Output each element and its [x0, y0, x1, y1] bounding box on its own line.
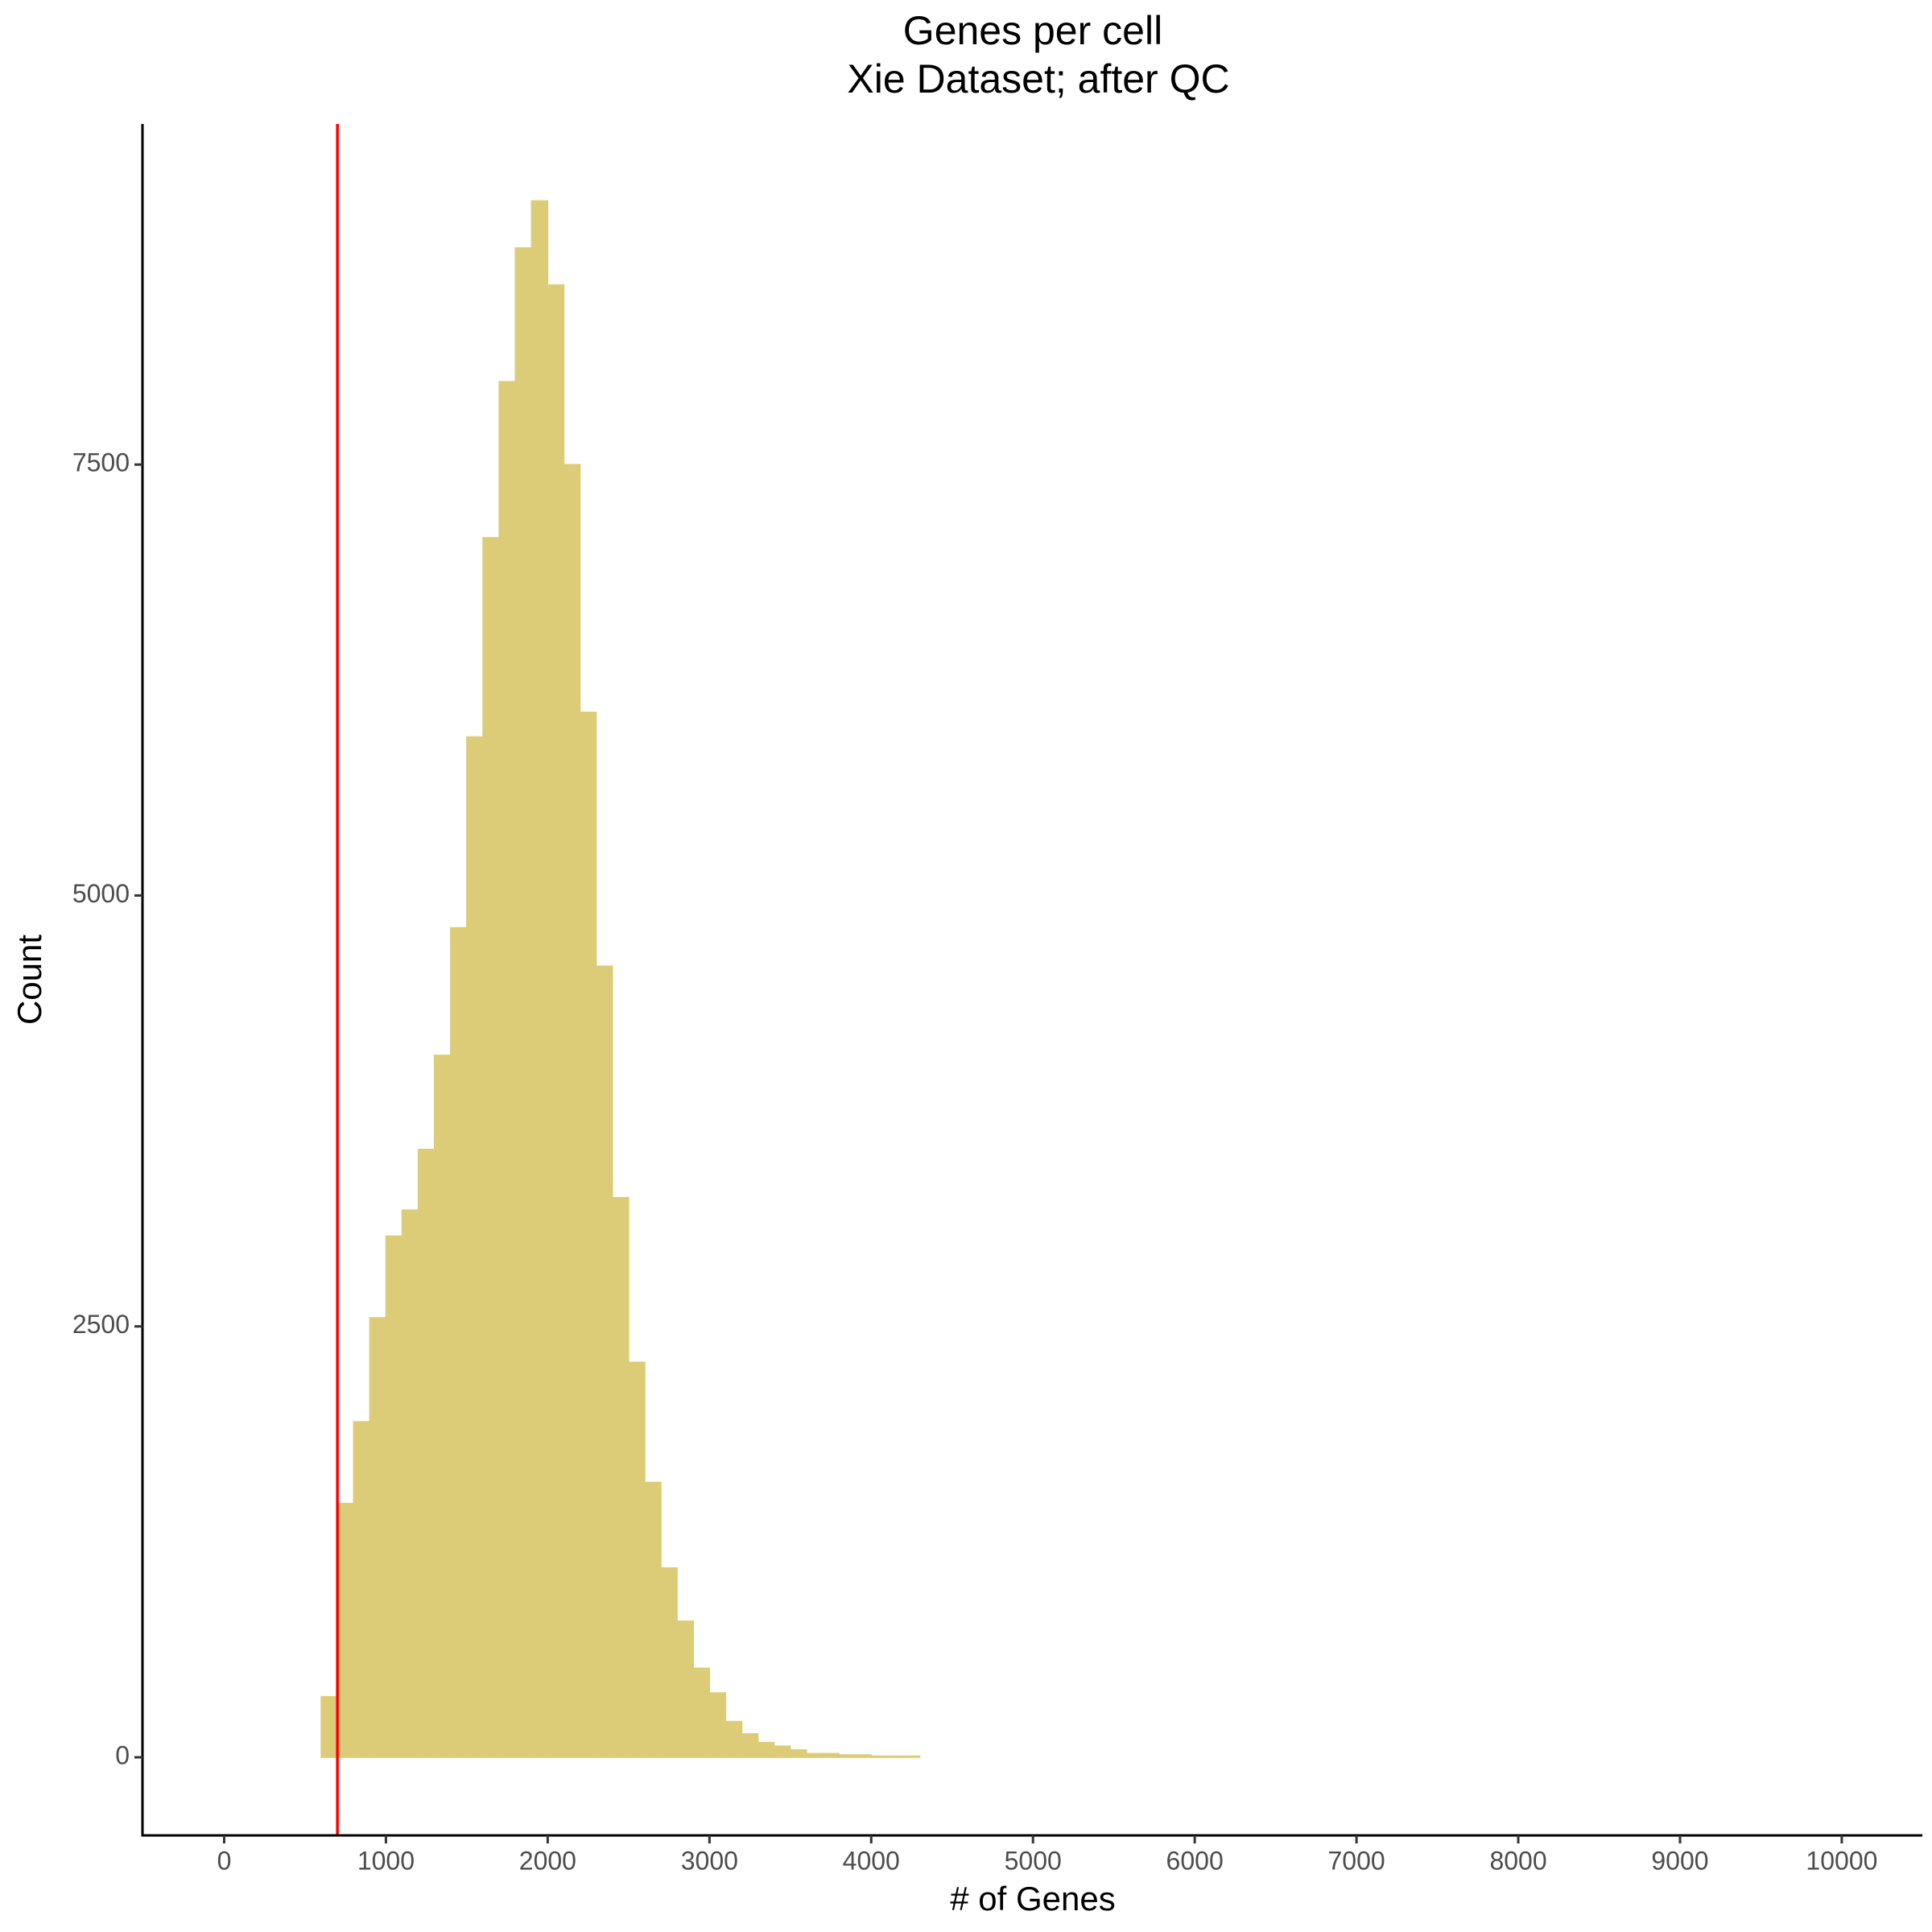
bar [757, 1741, 775, 1758]
bar [450, 927, 468, 1758]
bar [628, 1361, 646, 1758]
bar [644, 1481, 662, 1758]
x-tick-label: 4000 [843, 1846, 900, 1875]
x-tick-label: 2000 [519, 1846, 576, 1875]
bar [514, 247, 533, 1758]
bar [692, 1667, 711, 1758]
bar [660, 1567, 678, 1758]
bar [790, 1749, 807, 1758]
x-tick-label: 5000 [1005, 1846, 1062, 1875]
y-tick-label: 0 [115, 1740, 130, 1769]
bar [466, 736, 484, 1758]
bar [741, 1733, 759, 1758]
bar [595, 965, 613, 1758]
bar [708, 1692, 727, 1758]
bar [773, 1745, 791, 1758]
x-tick-label: 6000 [1166, 1846, 1224, 1875]
bar [547, 284, 565, 1758]
bar [579, 712, 597, 1758]
bar [822, 1752, 840, 1758]
bar [611, 1197, 630, 1758]
bar [385, 1235, 403, 1758]
x-tick-label: 9000 [1651, 1846, 1708, 1875]
bar [369, 1317, 387, 1758]
bar [724, 1720, 743, 1758]
x-tick-label: 1000 [357, 1846, 415, 1875]
y-tick-label: 2500 [72, 1310, 130, 1339]
bar [530, 200, 549, 1758]
x-tick-label: 8000 [1489, 1846, 1546, 1875]
y-axis-title: Count [10, 935, 48, 1025]
bar [498, 381, 516, 1758]
bar [401, 1209, 419, 1758]
x-tick-label: 3000 [681, 1846, 738, 1875]
bar [417, 1149, 436, 1758]
bar [482, 537, 500, 1758]
bar [336, 1502, 354, 1758]
bar [676, 1620, 694, 1758]
y-tick-label: 7500 [72, 448, 130, 477]
bar [806, 1752, 824, 1758]
bar [353, 1421, 371, 1758]
bar [854, 1754, 873, 1758]
x-axis-title: # of Genes [950, 1880, 1115, 1918]
chart-subtitle: Xie Dataset; after QC [847, 56, 1229, 101]
bar [320, 1695, 338, 1758]
x-tick-label: 0 [217, 1846, 232, 1875]
bar [433, 1055, 452, 1758]
y-tick-label: 5000 [72, 879, 130, 908]
bar [563, 464, 581, 1758]
chart-title: Genes per cell [903, 8, 1162, 53]
x-tick-label: 7000 [1328, 1846, 1385, 1875]
bar [838, 1754, 856, 1758]
x-tick-label: 10000 [1806, 1846, 1877, 1875]
